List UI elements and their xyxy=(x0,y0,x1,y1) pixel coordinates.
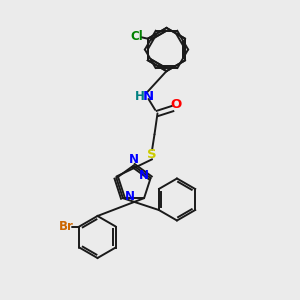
Text: O: O xyxy=(170,98,182,112)
Text: N: N xyxy=(143,90,154,103)
Text: Br: Br xyxy=(59,220,74,233)
Text: N: N xyxy=(138,169,148,182)
Text: S: S xyxy=(147,148,157,161)
Text: N: N xyxy=(128,153,139,166)
Text: N: N xyxy=(124,190,134,203)
Text: Cl: Cl xyxy=(130,30,143,43)
Text: H: H xyxy=(135,90,144,103)
